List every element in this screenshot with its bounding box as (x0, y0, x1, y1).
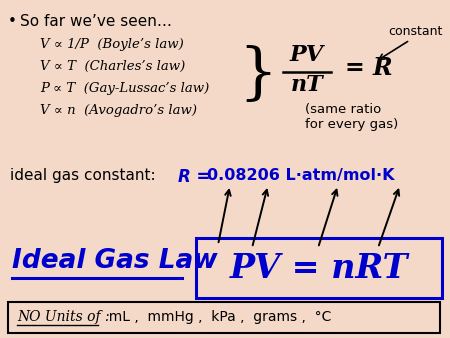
Text: V ∝ n  (Avogadro’s law): V ∝ n (Avogadro’s law) (40, 104, 197, 117)
Text: V ∝ 1/P  (Boyle’s law): V ∝ 1/P (Boyle’s law) (40, 38, 184, 51)
Text: mL ,  mmHg ,  kPa ,  grams ,  °C: mL , mmHg , kPa , grams , °C (100, 311, 331, 324)
Text: = R: = R (345, 56, 392, 80)
Text: nT: nT (291, 74, 323, 96)
Text: 0.08206 L·atm/mol·K: 0.08206 L·atm/mol·K (207, 168, 395, 183)
Text: NO Units of :: NO Units of : (17, 311, 110, 324)
Text: V ∝ T  (Charles’s law): V ∝ T (Charles’s law) (40, 60, 185, 73)
Text: }: } (238, 45, 277, 105)
Text: R =: R = (178, 168, 211, 186)
Text: •: • (8, 14, 17, 29)
Text: constant: constant (388, 25, 442, 38)
Text: PV = nRT: PV = nRT (230, 251, 408, 285)
Text: P ∝ T  (Gay-Lussac’s law): P ∝ T (Gay-Lussac’s law) (40, 82, 209, 95)
Text: So far we’ve seen…: So far we’ve seen… (20, 14, 172, 29)
Text: (same ratio
for every gas): (same ratio for every gas) (305, 103, 398, 131)
Text: ideal gas constant:: ideal gas constant: (10, 168, 166, 183)
Text: PV: PV (290, 44, 324, 66)
Text: Ideal Gas Law: Ideal Gas Law (12, 248, 218, 274)
FancyBboxPatch shape (8, 302, 440, 333)
FancyBboxPatch shape (196, 238, 442, 298)
